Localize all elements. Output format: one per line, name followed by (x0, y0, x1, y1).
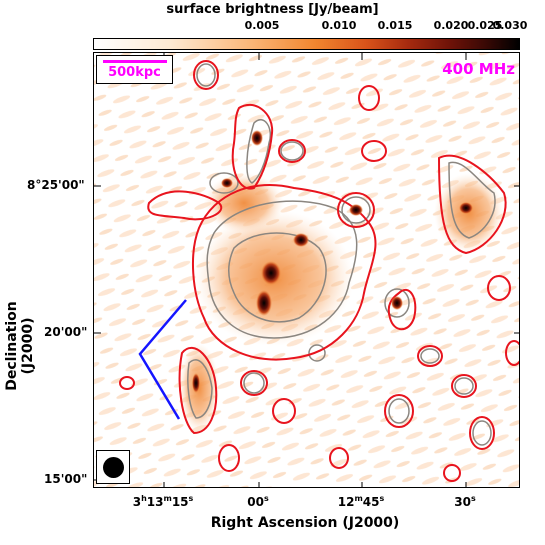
beam-ellipse (103, 457, 124, 478)
gray-contours (187, 63, 496, 446)
sector-wedge (138, 299, 187, 420)
colorbar (93, 38, 520, 50)
axis-ticks (94, 53, 519, 487)
y-tick-label: 15'00" (44, 472, 88, 486)
y-tick-label: 20'00" (44, 325, 88, 339)
beam-box (96, 450, 130, 484)
diffuse-emission (204, 173, 284, 233)
scale-bar-line (103, 60, 167, 63)
x-axis-title: Right Ascension (J2000) (210, 515, 400, 531)
colorbar-tick-label: 0.020 (433, 19, 469, 32)
frequency-label: 400 MHz (442, 60, 515, 78)
x-tick-label: 30s (454, 494, 476, 509)
y-tick-label: 8°25'00" (27, 178, 85, 192)
scale-bar-label: 500kpc (108, 65, 161, 80)
colorbar-tick-label: 0.025 (467, 19, 503, 32)
radio-map (94, 53, 519, 487)
colorbar-title: surface brightness [Jy/beam] (166, 2, 379, 17)
radio-image-panel (93, 52, 520, 488)
y-axis-title: Declination (J2000) (4, 301, 36, 391)
scale-bar: 500kpc (96, 55, 173, 84)
colorbar-tick-label: 0.030 (492, 19, 528, 32)
colorbar-tick-label: 0.010 (321, 19, 357, 32)
x-tick-label: 12m45s (337, 494, 385, 509)
red-contours (107, 60, 519, 482)
colorbar-tick-label: 0.015 (377, 19, 413, 32)
compact-sources (192, 130, 473, 393)
x-tick-label: 3h13m15s (132, 494, 194, 509)
colorbar-tick-label: 0.005 (244, 19, 280, 32)
x-tick-label: 00s (247, 494, 269, 509)
